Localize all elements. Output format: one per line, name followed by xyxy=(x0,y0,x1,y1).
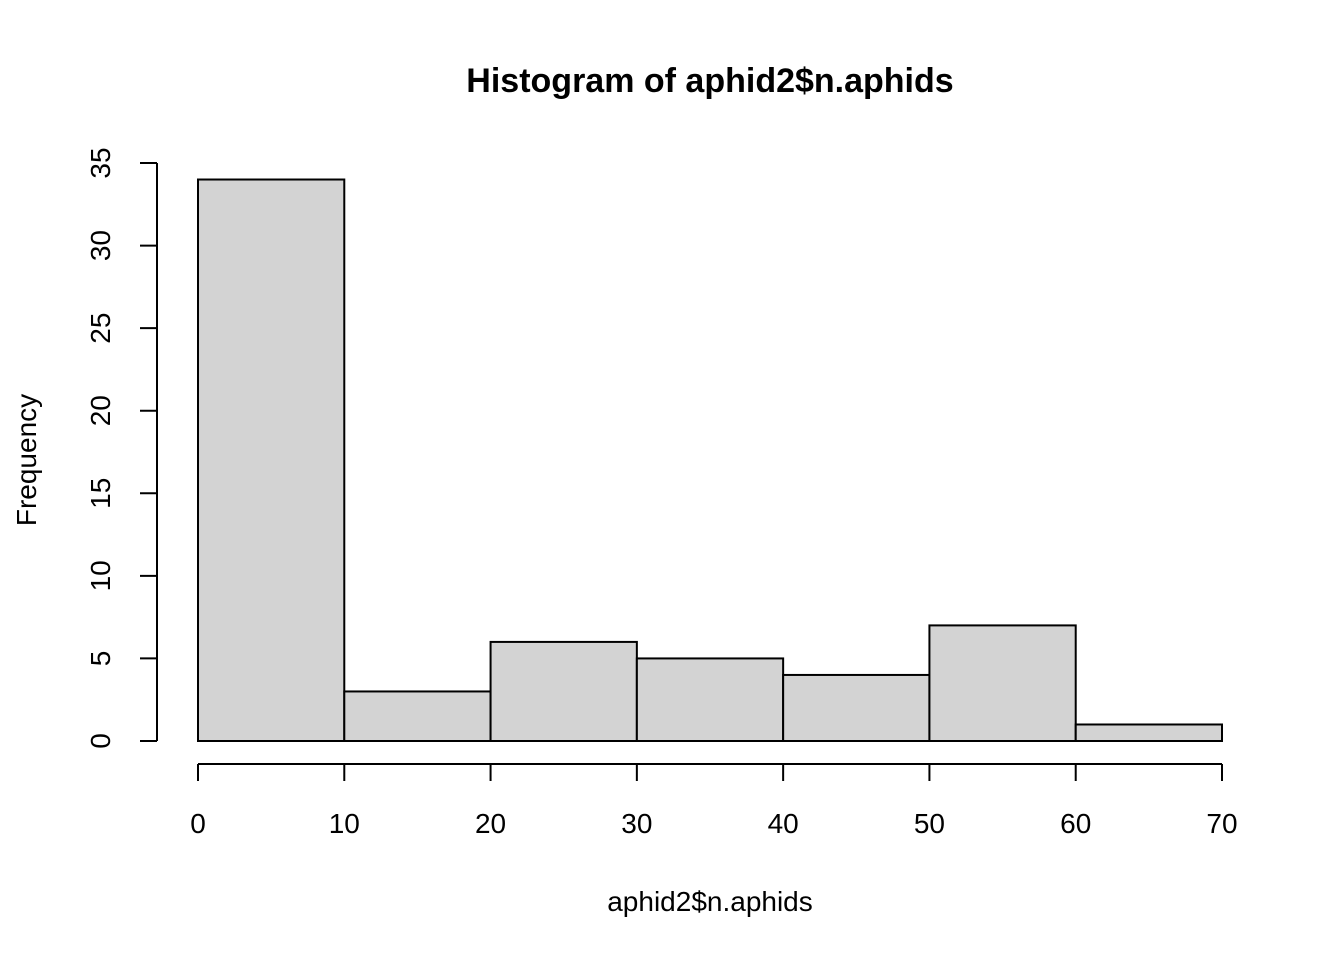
y-tick-label: 20 xyxy=(85,395,116,426)
y-tick-label: 10 xyxy=(85,560,116,591)
x-axis: 0 10 20 30 40 50 60 70 xyxy=(190,763,1238,839)
y-tick-label: 35 xyxy=(85,147,116,178)
y-tick-label: 15 xyxy=(85,478,116,509)
histogram-bar xyxy=(1074,723,1223,743)
y-axis-label: Frequency xyxy=(11,394,42,526)
y-axis: 0 5 10 15 20 25 30 35 xyxy=(85,147,158,749)
histogram-bar xyxy=(343,690,492,743)
y-tick-label: 25 xyxy=(85,313,116,344)
histogram-bar xyxy=(489,640,638,743)
chart-title: Histogram of aphid2$n.aphids xyxy=(466,62,953,100)
x-tick-label: 60 xyxy=(1060,808,1091,839)
bars-group xyxy=(197,178,1223,743)
histogram-bar xyxy=(635,657,785,743)
x-tick-label: 0 xyxy=(190,808,206,839)
x-tick-label: 50 xyxy=(914,808,945,839)
y-tick-label: 30 xyxy=(85,230,116,261)
histogram-bar xyxy=(197,178,346,742)
x-tick-label: 10 xyxy=(329,808,360,839)
y-tick-label: 5 xyxy=(85,651,116,667)
histogram-bar xyxy=(782,673,931,743)
histogram-bar xyxy=(928,624,1077,743)
x-tick-label: 70 xyxy=(1206,808,1237,839)
x-tick-label: 30 xyxy=(621,808,652,839)
x-axis-label: aphid2$n.aphids xyxy=(607,886,813,917)
x-tick-label: 40 xyxy=(768,808,799,839)
x-tick-label: 20 xyxy=(475,808,506,839)
y-tick-label: 0 xyxy=(85,733,116,749)
